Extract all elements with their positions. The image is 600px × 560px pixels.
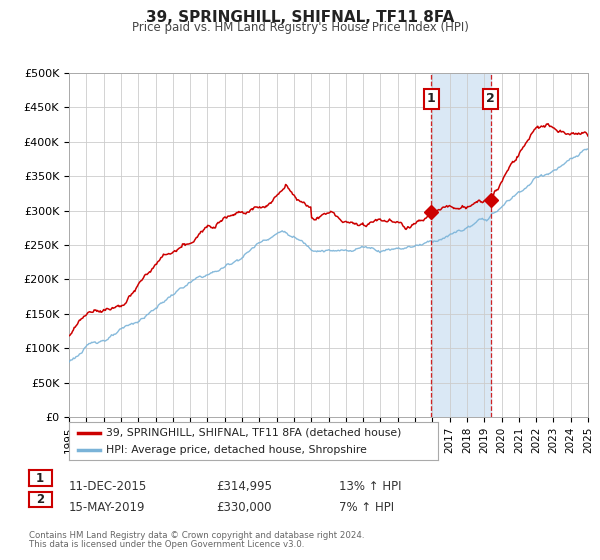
- Text: 11-DEC-2015: 11-DEC-2015: [69, 479, 147, 493]
- Text: This data is licensed under the Open Government Licence v3.0.: This data is licensed under the Open Gov…: [29, 540, 304, 549]
- Text: Price paid vs. HM Land Registry's House Price Index (HPI): Price paid vs. HM Land Registry's House …: [131, 21, 469, 34]
- Bar: [431, 73, 491, 417]
- Text: £330,000: £330,000: [216, 501, 271, 514]
- Text: 7% ↑ HPI: 7% ↑ HPI: [339, 501, 394, 514]
- Text: 15-MAY-2019: 15-MAY-2019: [69, 501, 146, 514]
- Text: 2: 2: [486, 92, 495, 105]
- Text: 39, SPRINGHILL, SHIFNAL, TF11 8FA: 39, SPRINGHILL, SHIFNAL, TF11 8FA: [146, 10, 454, 25]
- Text: 2: 2: [36, 493, 44, 506]
- Text: 1: 1: [36, 472, 44, 485]
- Text: 39, SPRINGHILL, SHIFNAL, TF11 8FA (detached house): 39, SPRINGHILL, SHIFNAL, TF11 8FA (detac…: [106, 427, 401, 437]
- Text: Contains HM Land Registry data © Crown copyright and database right 2024.: Contains HM Land Registry data © Crown c…: [29, 531, 364, 540]
- Text: HPI: Average price, detached house, Shropshire: HPI: Average price, detached house, Shro…: [106, 445, 367, 455]
- Text: £314,995: £314,995: [216, 479, 272, 493]
- Text: 1: 1: [427, 92, 436, 105]
- Text: 13% ↑ HPI: 13% ↑ HPI: [339, 479, 401, 493]
